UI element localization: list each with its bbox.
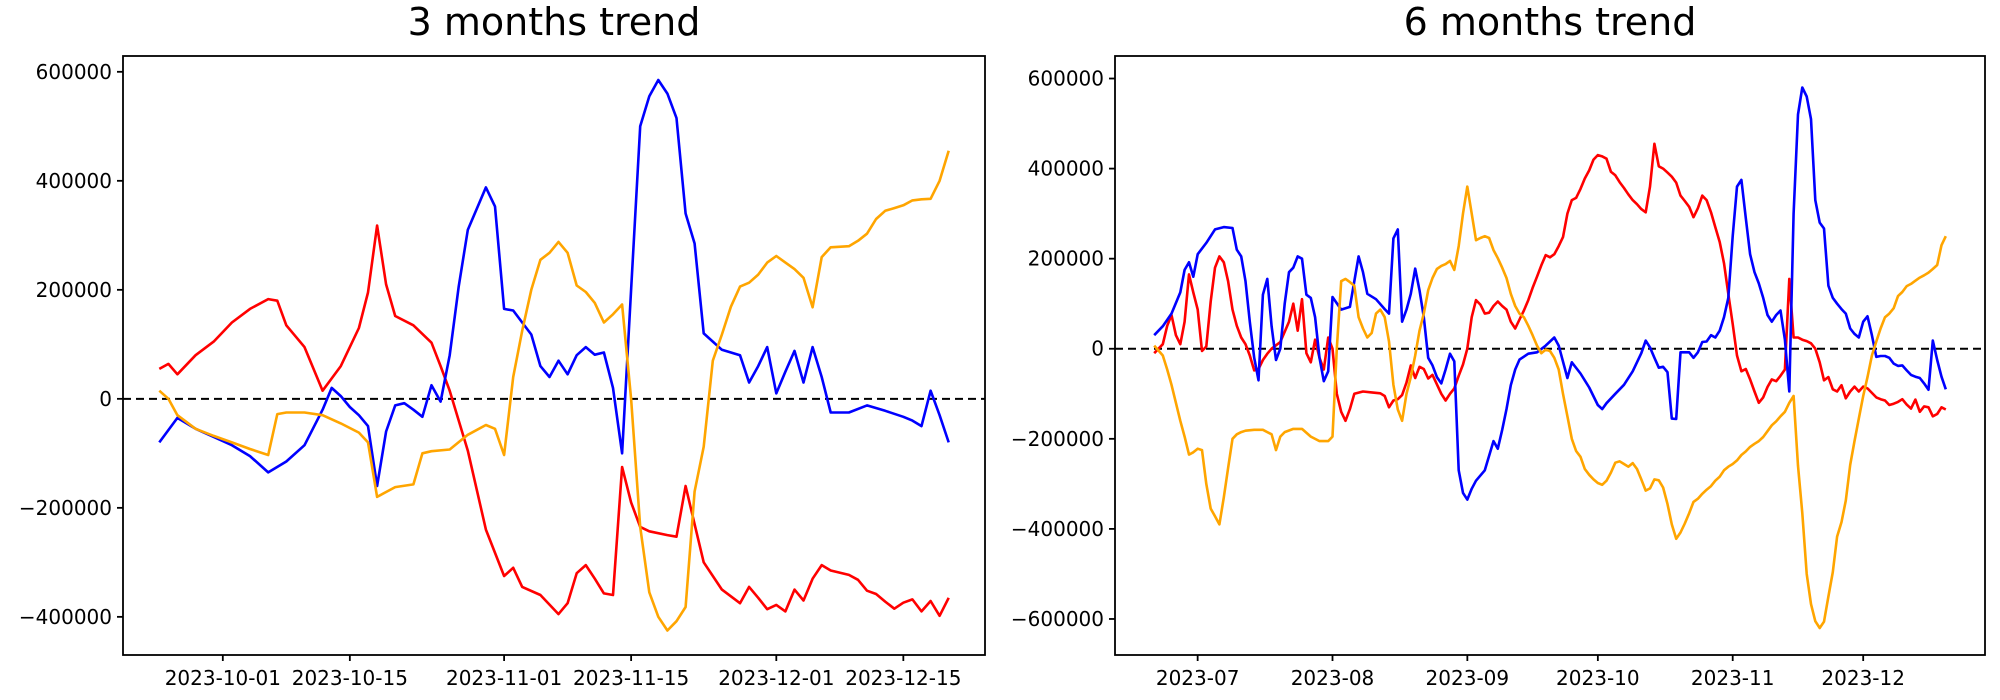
x-tick-label: 2023-10-01 [165,666,281,690]
x-tick-label: 2023-12-01 [718,666,834,690]
series-orange-line [158,150,950,632]
series-orange-line [1153,185,1947,630]
series-blue-line [158,78,950,488]
y-tick-label: 200000 [36,278,112,302]
y-tick-label: 400000 [36,169,112,193]
x-tick-label: 2023-12-15 [845,666,961,690]
series-red-line [158,224,950,618]
series-red-line [1153,142,1947,423]
chart-title-3-months: 3 months trend [407,0,701,44]
y-tick-label: −400000 [1011,517,1104,541]
x-tick-label: 2023-12 [1821,666,1905,690]
x-tick-label: 2023-08 [1291,666,1375,690]
y-tick-label: −600000 [1011,607,1104,631]
x-tick-label: 2023-09 [1426,666,1510,690]
y-tick-label: 200000 [1028,247,1104,271]
x-tick-label: 2023-11-15 [573,666,689,690]
y-tick-label: 600000 [36,60,112,84]
chart-title-6-months: 6 months trend [1403,0,1697,44]
y-tick-label: 0 [99,387,112,411]
x-tick-label: 2023-11 [1691,666,1775,690]
x-tick-label: 2023-07 [1156,666,1240,690]
axes-frame [1114,55,1986,656]
x-tick-label: 2023-11-01 [446,666,562,690]
y-tick-label: −400000 [19,605,112,629]
y-tick-label: −200000 [1011,427,1104,451]
y-tick-label: −200000 [19,496,112,520]
y-tick-label: 600000 [1028,67,1104,91]
y-tick-label: 400000 [1028,157,1104,181]
axes-frame [122,55,986,656]
x-tick-label: 2023-10 [1556,666,1640,690]
y-tick-label: 0 [1091,337,1104,361]
series-blue-line [1153,86,1948,501]
x-tick-label: 2023-10-15 [292,666,408,690]
